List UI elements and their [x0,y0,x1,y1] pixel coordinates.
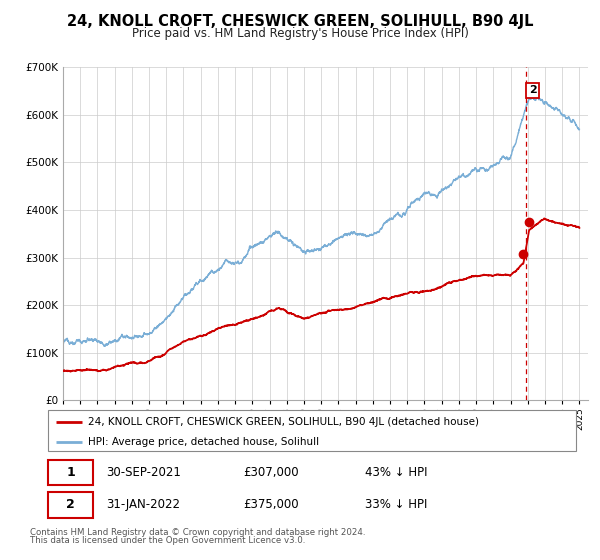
Text: 31-JAN-2022: 31-JAN-2022 [106,498,180,511]
Text: 2: 2 [529,85,537,95]
Text: 2: 2 [67,498,75,511]
FancyBboxPatch shape [48,492,93,517]
Text: 1: 1 [67,466,75,479]
FancyBboxPatch shape [48,460,93,486]
Text: HPI: Average price, detached house, Solihull: HPI: Average price, detached house, Soli… [88,437,319,447]
Text: Price paid vs. HM Land Registry's House Price Index (HPI): Price paid vs. HM Land Registry's House … [131,27,469,40]
Text: £375,000: £375,000 [244,498,299,511]
Text: £307,000: £307,000 [244,466,299,479]
Text: 33% ↓ HPI: 33% ↓ HPI [365,498,427,511]
Text: Contains HM Land Registry data © Crown copyright and database right 2024.: Contains HM Land Registry data © Crown c… [30,528,365,536]
Text: This data is licensed under the Open Government Licence v3.0.: This data is licensed under the Open Gov… [30,536,305,545]
Text: 43% ↓ HPI: 43% ↓ HPI [365,466,427,479]
Text: 24, KNOLL CROFT, CHESWICK GREEN, SOLIHULL, B90 4JL: 24, KNOLL CROFT, CHESWICK GREEN, SOLIHUL… [67,14,533,29]
Text: 30-SEP-2021: 30-SEP-2021 [106,466,181,479]
Text: 24, KNOLL CROFT, CHESWICK GREEN, SOLIHULL, B90 4JL (detached house): 24, KNOLL CROFT, CHESWICK GREEN, SOLIHUL… [88,417,479,427]
